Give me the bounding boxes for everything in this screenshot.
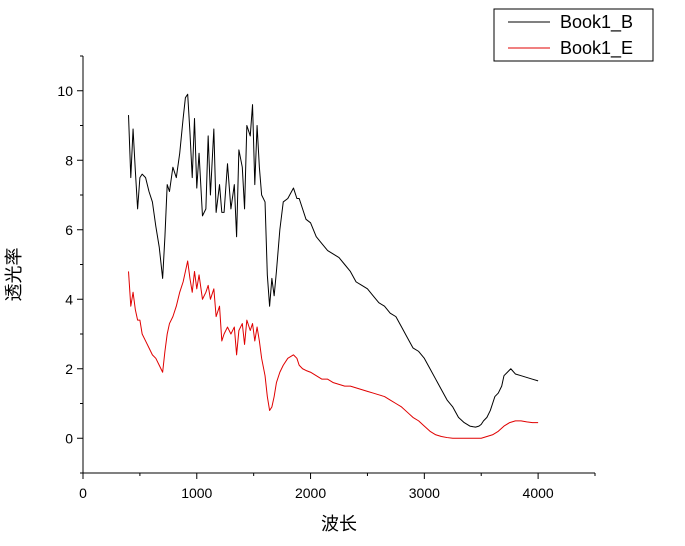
legend-box — [493, 8, 654, 62]
y-tick-label: 6 — [65, 222, 73, 238]
y-axis-title: 透光率 — [4, 248, 25, 302]
x-tick-label: 2000 — [295, 485, 326, 501]
x-tick-label: 3000 — [409, 485, 440, 501]
series-group — [128, 93, 539, 439]
series-line-1 — [128, 93, 539, 428]
y-tick-label: 2 — [65, 361, 73, 377]
y-tick-label: 4 — [65, 291, 73, 307]
x-axis-title: 波长 — [321, 514, 357, 535]
x-tick-label: 0 — [79, 485, 87, 501]
y-tick-label: 10 — [57, 83, 73, 99]
legend: Book1_B Book1_E — [493, 8, 654, 62]
x-tick-label: 1000 — [181, 485, 212, 501]
x-tick-label: 4000 — [523, 485, 554, 501]
y-tick-label: 0 — [65, 430, 73, 446]
y-tick-label: 8 — [65, 152, 73, 168]
legend-label: Book1_B — [560, 12, 633, 33]
legend-label: Book1_E — [560, 38, 633, 59]
series-line-2 — [128, 260, 539, 439]
axes: 0 1000 2000 3000 4000 0 2 4 6 8 10 — [57, 55, 596, 501]
